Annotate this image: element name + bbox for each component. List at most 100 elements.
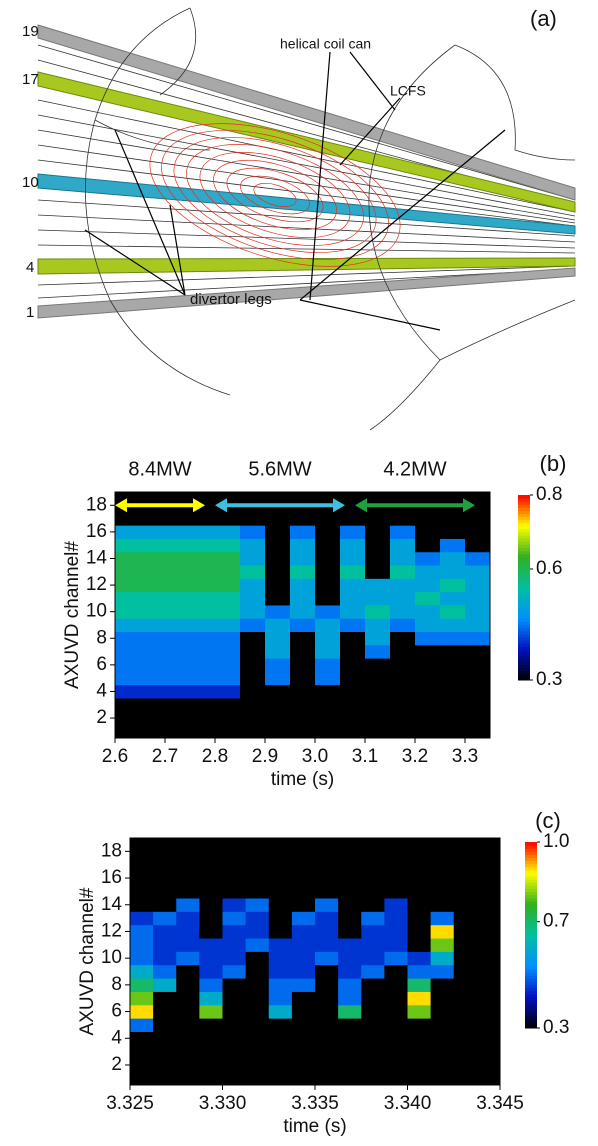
heatmap-cell bbox=[315, 631, 341, 646]
heatmap-cell bbox=[130, 1018, 154, 1032]
heatmap-cell bbox=[140, 618, 166, 633]
heatmap-cell bbox=[115, 605, 141, 619]
heatmap-cell bbox=[365, 605, 391, 619]
heatmap-cell bbox=[268, 1058, 293, 1073]
colorbar-segment bbox=[518, 639, 530, 644]
heatmap-cell bbox=[165, 511, 191, 526]
coil-band bbox=[37, 24, 576, 201]
heatmap-cell bbox=[465, 525, 491, 539]
heatmap-cell bbox=[268, 1044, 293, 1059]
heatmap-cell bbox=[268, 1018, 293, 1032]
heatmap-cell bbox=[440, 658, 466, 672]
heatmap-cell bbox=[340, 684, 366, 699]
annotation: 8.4MW bbox=[128, 458, 191, 480]
heatmap-cell bbox=[291, 1071, 316, 1086]
colorbar-segment bbox=[518, 510, 530, 514]
heatmap-cell bbox=[476, 924, 501, 939]
y-tick-label: 12 bbox=[101, 920, 122, 941]
y-tick-label: 12 bbox=[86, 574, 107, 595]
heatmap-cell bbox=[440, 551, 466, 566]
colorbar-segment bbox=[518, 562, 530, 567]
heatmap-cell bbox=[340, 605, 366, 619]
heatmap-cell bbox=[407, 1018, 432, 1032]
arrow-head bbox=[333, 498, 345, 513]
colorbar-segment bbox=[518, 630, 530, 635]
colorbar-segment bbox=[518, 621, 530, 625]
heatmap-cell bbox=[268, 911, 293, 926]
heatmap-cell bbox=[165, 671, 191, 686]
arrow-head bbox=[355, 498, 367, 513]
heatmap-cell bbox=[361, 1018, 385, 1032]
annotation: divertor legs bbox=[190, 291, 272, 308]
heatmap-cell bbox=[190, 605, 216, 619]
heatmap-cell bbox=[265, 578, 291, 593]
heatmap-cell bbox=[338, 911, 362, 926]
heatmap-cell bbox=[390, 644, 416, 659]
heatmap-cell bbox=[340, 578, 366, 593]
colorbar-segment bbox=[525, 907, 537, 911]
colorbar-segment bbox=[525, 904, 537, 908]
heatmap-cell bbox=[384, 1018, 408, 1032]
heatmap-cell bbox=[465, 644, 491, 659]
heatmap-cell bbox=[476, 1058, 501, 1073]
heatmap-cell bbox=[338, 844, 362, 859]
heatmap-cell bbox=[153, 1071, 177, 1086]
heatmap-cell bbox=[215, 578, 241, 593]
heatmap-cell bbox=[407, 978, 432, 992]
heatmap-cell bbox=[290, 698, 316, 712]
heatmap-cell bbox=[140, 605, 166, 619]
heatmap-cell bbox=[407, 1044, 432, 1059]
heatmap-cell bbox=[222, 964, 247, 979]
lcfs-contours bbox=[149, 123, 401, 267]
heatmap-cell bbox=[407, 884, 432, 899]
heatmap-cell bbox=[440, 711, 466, 726]
heatmap-cell bbox=[153, 858, 177, 872]
heatmap-cell bbox=[245, 858, 270, 872]
y-tick-label: 18 bbox=[101, 840, 122, 861]
arrow-head bbox=[193, 498, 205, 513]
colorbar-segment bbox=[518, 602, 530, 607]
heatmap-cell bbox=[176, 924, 200, 939]
heatmap-cell bbox=[291, 898, 316, 912]
colorbar-segment bbox=[525, 888, 537, 893]
heatmap-cell bbox=[290, 618, 316, 633]
colorbar-segment bbox=[518, 504, 530, 508]
heatmap-cell bbox=[268, 1071, 293, 1086]
heatmap-cell bbox=[430, 978, 455, 992]
heatmap-cell bbox=[245, 1031, 270, 1046]
heatmap-cell bbox=[315, 898, 339, 912]
heatmap-cell bbox=[190, 525, 216, 539]
heatmap-cell bbox=[290, 711, 316, 726]
x-tick-label: 3.3 bbox=[452, 746, 478, 767]
heatmap-cell bbox=[384, 951, 408, 966]
heatmap-cell bbox=[315, 658, 341, 672]
coil-label: 19 bbox=[22, 23, 39, 40]
heatmap-cell bbox=[222, 858, 247, 872]
colorbar-segment bbox=[525, 1015, 537, 1020]
heatmap-cell bbox=[361, 871, 385, 886]
heatmap-cell bbox=[290, 671, 316, 686]
colorbar-segment bbox=[518, 646, 530, 650]
heatmap-cell bbox=[465, 618, 491, 633]
heatmap-cell bbox=[240, 711, 266, 726]
heatmap-cell bbox=[290, 684, 316, 699]
heatmap-cell bbox=[390, 551, 416, 566]
heatmap-cell bbox=[407, 964, 432, 979]
heatmap-cell bbox=[245, 978, 270, 992]
coil-band bbox=[37, 257, 576, 275]
heatmap-cell bbox=[465, 698, 491, 712]
heatmap-cell bbox=[222, 1004, 247, 1019]
colorbar-segment bbox=[518, 615, 530, 619]
heatmap-cell bbox=[130, 871, 154, 886]
heatmap-cell bbox=[365, 618, 391, 633]
heatmap-cell bbox=[222, 938, 247, 952]
heatmap-cell bbox=[340, 631, 366, 646]
heatmap-cell bbox=[245, 1071, 270, 1086]
heatmap-cell bbox=[140, 644, 166, 659]
heatmap-cell bbox=[153, 1031, 177, 1046]
colorbar-segment bbox=[518, 513, 530, 518]
heatmap-cell bbox=[315, 871, 339, 886]
colorbar-segment bbox=[525, 885, 537, 889]
heatmap-cell bbox=[115, 631, 141, 646]
heatmap-cell bbox=[176, 1018, 200, 1032]
